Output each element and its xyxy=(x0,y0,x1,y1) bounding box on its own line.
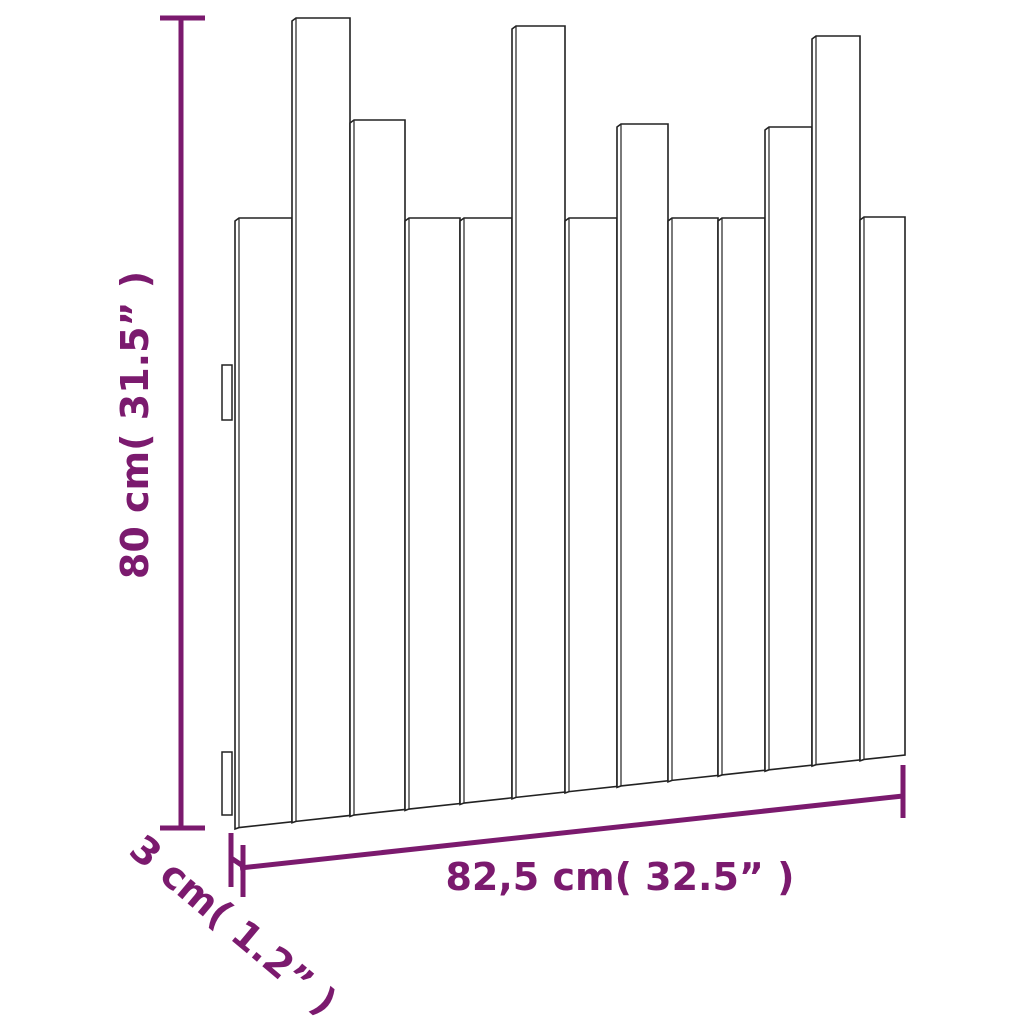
board xyxy=(404,217,461,812)
board xyxy=(459,217,513,806)
board xyxy=(859,216,906,763)
board xyxy=(349,119,406,818)
height-label: 80 cm( 31.5” ) xyxy=(113,271,157,579)
board xyxy=(234,217,293,831)
width-label: 82,5 cm( 32.5” ) xyxy=(445,855,794,899)
height-dimension-line xyxy=(160,15,205,831)
board xyxy=(667,217,719,783)
board xyxy=(564,217,618,795)
headboard-boards xyxy=(221,17,906,831)
board xyxy=(291,17,351,824)
mounting-bracket xyxy=(221,751,233,816)
board xyxy=(764,126,813,773)
board xyxy=(811,35,861,768)
mounting-bracket xyxy=(221,364,233,421)
board xyxy=(511,25,566,800)
width-dimension-line xyxy=(239,765,906,897)
depth-dimension-line xyxy=(228,833,245,887)
board xyxy=(717,217,766,778)
board xyxy=(616,123,669,789)
